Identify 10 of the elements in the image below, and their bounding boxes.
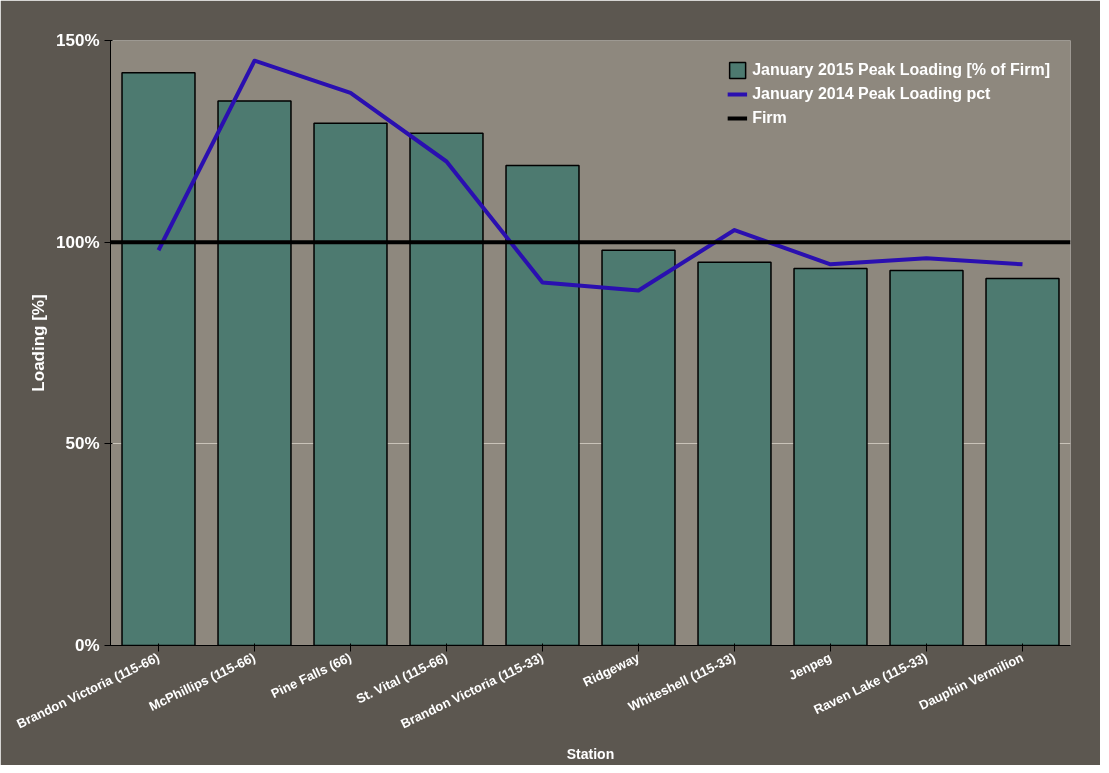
legend-label: January 2015 Peak Loading [% of Firm] bbox=[752, 61, 1050, 79]
legend-label: Firm bbox=[752, 109, 787, 127]
x-axis-title: Station bbox=[566, 746, 615, 763]
x-tick-label: Pine Falls (66) bbox=[268, 649, 354, 702]
y-axis-title: Loading [%] bbox=[29, 294, 49, 392]
legend-label: January 2014 Peak Loading pct bbox=[752, 85, 991, 103]
y-tick-label: 100% bbox=[56, 232, 100, 252]
y-tick-label: 50% bbox=[65, 434, 100, 454]
y-tick-label: 150% bbox=[56, 31, 100, 50]
y-tick-label: 0% bbox=[74, 636, 100, 655]
